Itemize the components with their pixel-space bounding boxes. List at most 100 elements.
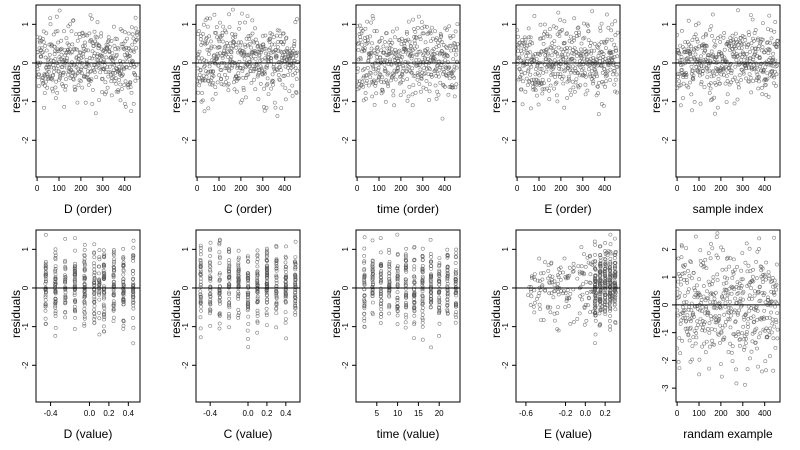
data-point (527, 35, 531, 40)
data-point (519, 87, 524, 92)
data-point (709, 24, 714, 29)
data-point (84, 48, 89, 53)
data-point (689, 44, 693, 49)
x-tick-label: 400 (438, 184, 452, 193)
data-point (576, 25, 581, 30)
data-point (421, 85, 426, 90)
data-point (541, 271, 546, 275)
data-point (379, 279, 383, 284)
data-point (766, 295, 770, 300)
data-point (198, 335, 203, 340)
data-point (772, 278, 777, 283)
data-point (242, 50, 247, 55)
data-point (255, 271, 260, 276)
data-point (603, 296, 608, 301)
plot-frame (515, 4, 621, 178)
data-point (49, 58, 54, 63)
x-tick-label: 100 (212, 184, 226, 193)
data-point (205, 16, 210, 21)
data-point (427, 66, 431, 71)
data-point (198, 297, 203, 302)
data-point (728, 341, 733, 346)
data-point (709, 241, 713, 246)
data-point (236, 71, 241, 76)
data-point (375, 45, 380, 50)
data-point (571, 269, 576, 274)
data-point (597, 271, 602, 275)
data-point (246, 278, 250, 283)
data-point (592, 41, 597, 46)
data-point (68, 47, 72, 52)
data-point (700, 45, 705, 50)
data-point (530, 81, 535, 86)
data-point (608, 78, 613, 82)
data-point (441, 67, 446, 72)
data-point (112, 248, 116, 252)
data-point (605, 37, 610, 42)
data-point (759, 315, 764, 320)
data-point (760, 86, 764, 90)
data-point (387, 46, 392, 51)
data-point (724, 267, 729, 272)
data-point (101, 49, 106, 54)
data-point (410, 103, 415, 108)
data-point (250, 31, 255, 36)
data-point (713, 314, 718, 319)
data-point (92, 250, 97, 255)
data-point (690, 108, 694, 113)
data-point (77, 53, 81, 58)
data-point (51, 32, 56, 37)
data-point (602, 290, 607, 295)
data-point (715, 231, 720, 236)
data-point (412, 322, 417, 327)
data-point (716, 255, 720, 260)
data-point (51, 89, 55, 94)
data-point (358, 35, 363, 39)
data-point (678, 274, 682, 279)
data-point (294, 91, 299, 95)
data-point (420, 266, 425, 271)
data-point (551, 295, 556, 300)
data-point (532, 288, 537, 293)
data-point (741, 71, 746, 76)
data-point (549, 260, 554, 265)
data-point (370, 238, 375, 243)
data-point (221, 82, 226, 87)
data-point (79, 65, 84, 70)
data-point (376, 65, 381, 70)
data-point (440, 116, 445, 121)
data-point (208, 285, 213, 290)
data-point (741, 297, 745, 302)
data-point (705, 75, 710, 80)
data-point (270, 72, 275, 77)
data-point (373, 71, 378, 76)
data-point (362, 267, 367, 271)
data-point (70, 69, 75, 74)
data-point (420, 320, 425, 325)
data-point (768, 326, 773, 331)
x-tick-label: 400 (598, 184, 612, 193)
data-point (678, 83, 683, 88)
data-point (196, 90, 201, 95)
data-point (587, 49, 592, 54)
data-point (447, 24, 452, 29)
data-point (283, 267, 288, 272)
data-point (445, 281, 450, 286)
data-point (711, 300, 716, 305)
data-point (198, 326, 203, 331)
data-point (101, 268, 106, 273)
data-point (552, 58, 557, 63)
data-point (603, 264, 608, 268)
data-point (576, 33, 581, 38)
data-point (246, 53, 251, 58)
data-point (453, 279, 458, 284)
data-point (752, 319, 757, 324)
data-point (119, 87, 124, 91)
data-point (121, 267, 126, 272)
data-point (688, 54, 693, 59)
data-point (690, 38, 695, 43)
data-point (694, 331, 699, 335)
data-point (227, 12, 232, 17)
data-point (108, 45, 112, 49)
data-point (370, 294, 375, 298)
